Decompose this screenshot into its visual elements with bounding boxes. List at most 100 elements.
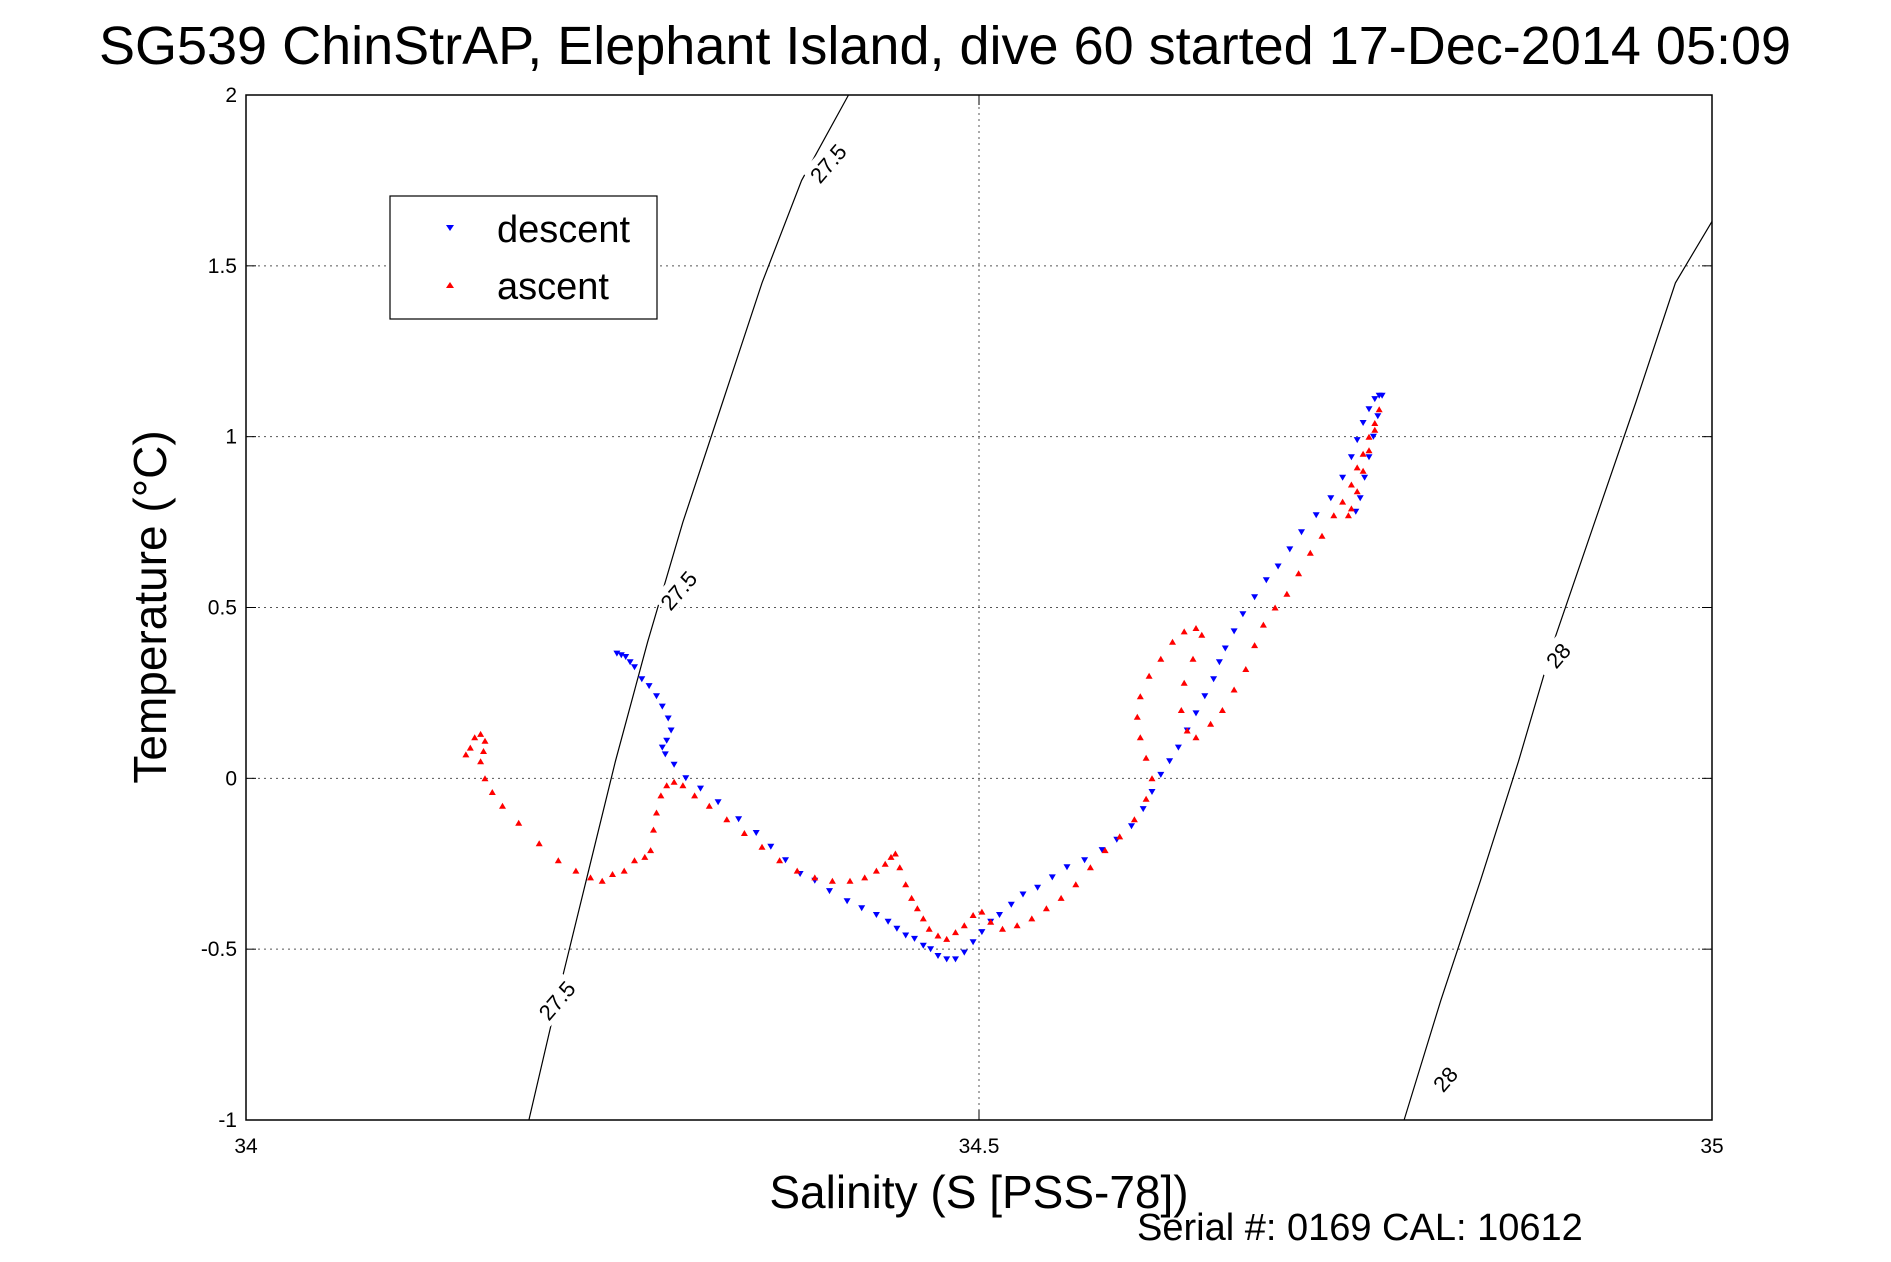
ascent-point [919, 915, 927, 922]
y-tick-label: 2 [225, 84, 237, 107]
descent-point [735, 816, 743, 823]
legend: descent ascent [389, 195, 658, 320]
descent-point [1063, 864, 1071, 871]
descent-point [1251, 594, 1259, 601]
ascent-point [515, 819, 523, 826]
ascent-point [1344, 512, 1352, 519]
ascent-point [908, 894, 916, 901]
y-tick-label: 0.5 [208, 597, 237, 620]
ascent-point [587, 874, 594, 881]
ascent-point [1371, 420, 1379, 426]
y-tick-label: 1.5 [208, 255, 237, 278]
descent-point [1327, 495, 1335, 502]
descent-point [664, 715, 672, 722]
ascent-point [1207, 720, 1215, 727]
descent-point [1359, 420, 1367, 426]
descent-point [1369, 433, 1377, 440]
ascent-point [1365, 447, 1373, 454]
descent-point [1356, 495, 1364, 502]
descent-point [617, 652, 625, 659]
descent-point [667, 727, 675, 734]
ascent-point [1347, 481, 1355, 488]
ascent-point [887, 853, 895, 860]
ascent-point [1183, 727, 1191, 734]
descent-point [782, 857, 789, 864]
descent-point [638, 676, 646, 683]
descent-point [752, 830, 760, 836]
y-tick-label: 1 [225, 426, 237, 449]
ascent-point [1251, 642, 1259, 649]
descent-point [1139, 806, 1147, 813]
ascent-point [1130, 816, 1138, 823]
ascent-point [481, 775, 489, 782]
descent-point [1371, 396, 1379, 403]
descent-point [893, 925, 901, 932]
ascent-point [723, 816, 731, 823]
descent-point [661, 751, 669, 758]
ascent-point [1283, 590, 1291, 597]
legend-box [389, 195, 658, 320]
ascent-point [620, 867, 628, 874]
x-axis-ticks: 34 34.5 35 [234, 95, 1724, 1158]
ascent-point [1306, 549, 1314, 556]
ascent-point [1375, 406, 1383, 413]
ascent-point [1116, 833, 1124, 840]
ascent-point [1353, 464, 1361, 471]
ascent-point [554, 857, 562, 864]
descent-point [1201, 693, 1209, 700]
ascent-point [872, 867, 880, 874]
descent-point [631, 664, 638, 671]
ascent-point [902, 881, 910, 888]
ascent-point [653, 809, 660, 816]
ascent-point [1133, 713, 1141, 720]
contour-label-background [652, 563, 704, 617]
descent-point [1374, 413, 1382, 420]
ascent-point [657, 792, 665, 799]
ascent-point [1192, 625, 1200, 631]
ascent-point [861, 874, 869, 881]
descent-point [911, 935, 918, 942]
ascent-point [641, 853, 649, 860]
descent-point [682, 775, 690, 782]
descent-point [1230, 628, 1238, 635]
descent-point [1262, 577, 1270, 584]
descent-point [1174, 744, 1182, 751]
ascent-point [934, 932, 942, 939]
descent-point [934, 953, 942, 959]
ascent-point [647, 847, 655, 854]
ascent-point [828, 877, 836, 884]
ascent-point [691, 792, 699, 799]
ascent-point [1198, 631, 1206, 638]
ascent-point [705, 802, 713, 809]
ascent-point [1347, 505, 1355, 512]
ascent-point [1365, 433, 1373, 440]
ascent-series [462, 406, 1383, 942]
ascent-point [1013, 922, 1021, 929]
ascent-point [952, 929, 959, 936]
descent-point [663, 737, 671, 744]
chart-title: SG539 ChinStrAP, Elephant Island, dive 6… [99, 16, 1791, 76]
descent-point [1128, 823, 1135, 830]
ascent-point [466, 744, 474, 751]
ascent-point [776, 857, 784, 864]
y-tick-label: -1 [218, 1109, 237, 1132]
ascent-point [999, 925, 1006, 932]
descent-point [872, 912, 880, 918]
descent-point [658, 703, 666, 710]
descent-point [858, 905, 866, 912]
ascent-point [1157, 655, 1165, 662]
descent-point [927, 946, 935, 953]
x-tick-label: 34 [234, 1135, 258, 1158]
ascent-point [1359, 450, 1367, 457]
contour-label-background [1531, 628, 1583, 682]
ascent-point [793, 867, 801, 874]
ascent-point [1271, 604, 1279, 611]
descent-point [626, 659, 634, 666]
ascent-point [1339, 498, 1347, 505]
ascent-point [943, 935, 951, 942]
descent-point [1210, 676, 1218, 683]
ascent-point [978, 908, 986, 915]
ascent-point [1180, 628, 1188, 635]
descent-point [1221, 645, 1229, 652]
